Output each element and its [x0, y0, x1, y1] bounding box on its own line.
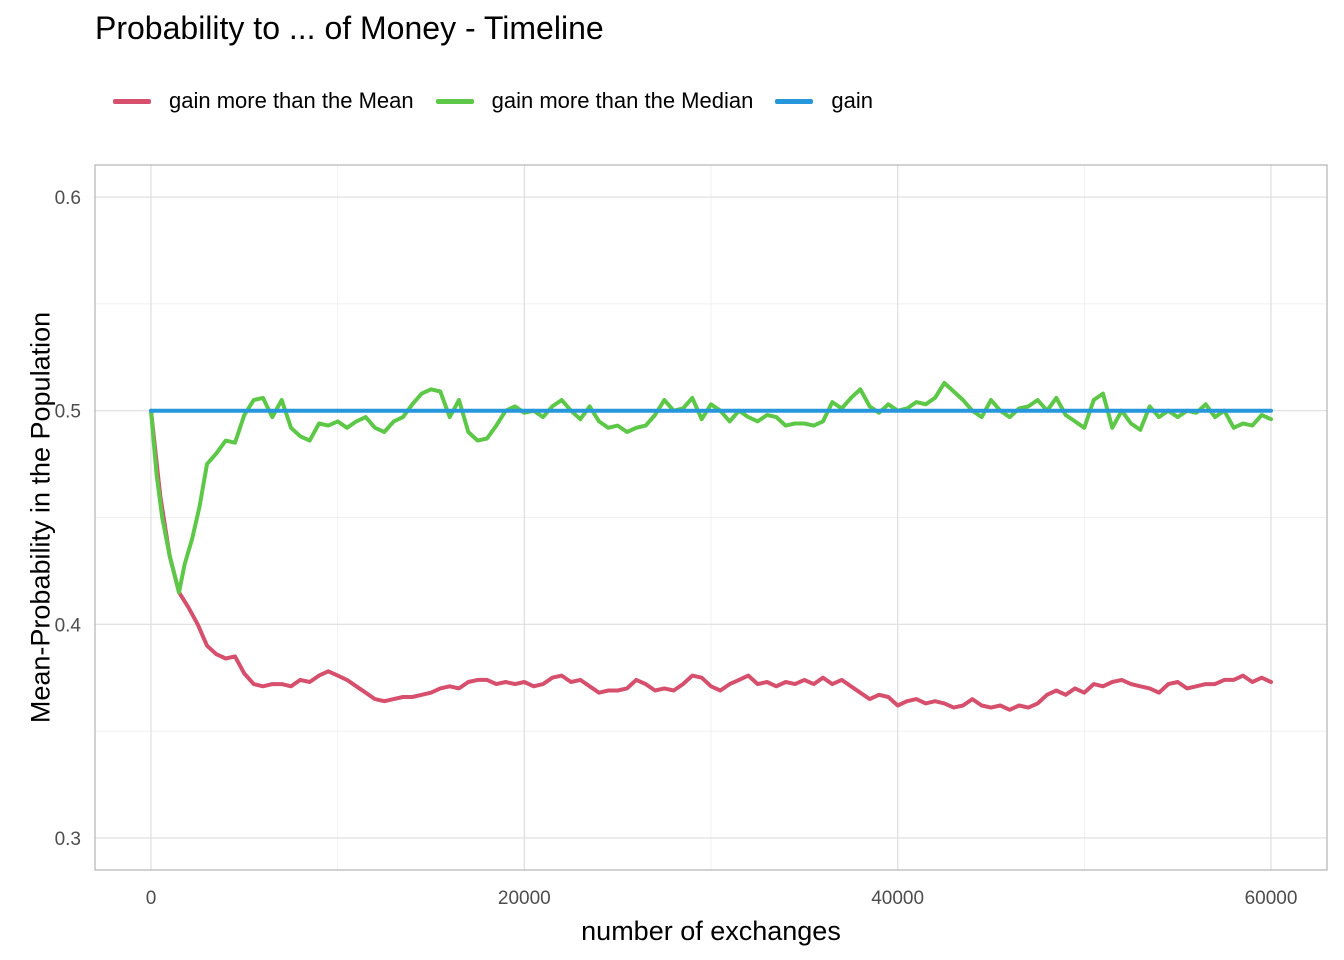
- series-line-median: [149, 380, 1273, 595]
- panel-border: [94, 164, 1328, 871]
- legend-key-median: [435, 98, 474, 104]
- legend-key-mean: [113, 98, 151, 104]
- x-axis-ticks: 0 20000 40000 60000: [146, 888, 1298, 909]
- legend-label-gain: gain: [831, 88, 873, 113]
- x-tick-label: 20000: [498, 888, 551, 909]
- y-tick-label: 0.6: [55, 188, 81, 209]
- legend-item-median: gain more than the Median: [435, 88, 754, 114]
- legend: gain more than the Mean gain more than t…: [113, 84, 895, 118]
- series-line-mean: [149, 408, 1273, 712]
- legend-key-gain: [775, 98, 814, 104]
- y-axis-title: Mean-Probability in the Population: [25, 312, 55, 723]
- x-tick-label: 40000: [871, 888, 924, 909]
- legend-item-mean: gain more than the Mean: [113, 88, 414, 114]
- x-tick-label: 60000: [1245, 888, 1298, 909]
- gridlines: [95, 165, 1327, 870]
- y-tick-label: 0.3: [55, 829, 81, 850]
- y-tick-label: 0.5: [55, 402, 81, 423]
- chart-title: Probability to ... of Money - Timeline: [95, 10, 604, 46]
- y-axis-ticks: 0.3 0.4 0.5 0.6: [55, 188, 82, 850]
- legend-item-gain: gain: [775, 88, 873, 114]
- legend-label-mean: gain more than the Mean: [169, 88, 414, 113]
- series-lines: [149, 380, 1273, 712]
- x-tick-label: 0: [146, 888, 157, 909]
- y-tick-label: 0.4: [55, 615, 82, 636]
- legend-label-median: gain more than the Median: [491, 88, 754, 113]
- x-axis-title: number of exchanges: [581, 916, 841, 946]
